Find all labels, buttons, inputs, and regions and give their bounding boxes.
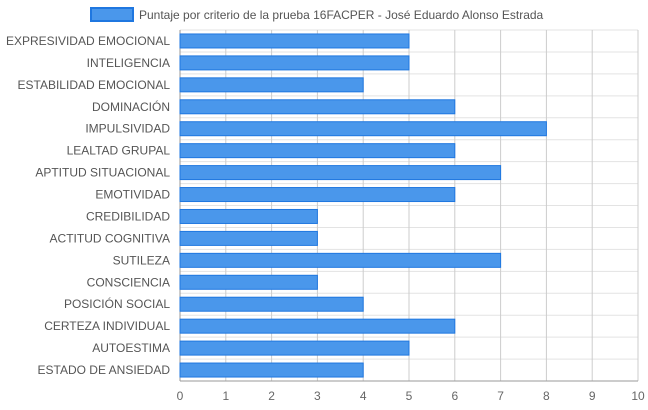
category-label: CREDIBILIDAD [86, 209, 170, 223]
category-label: IMPULSIVIDAD [85, 122, 170, 136]
x-tick-label: 10 [631, 389, 645, 403]
category-label: EMOTIVIDAD [95, 188, 170, 202]
category-label: DOMINACIÓN [92, 99, 170, 114]
bar[interactable] [179, 340, 410, 356]
bar[interactable] [179, 252, 502, 268]
category-label: CONSCIENCIA [87, 275, 170, 289]
x-tick-label: 7 [497, 389, 504, 403]
bar[interactable] [179, 121, 547, 137]
bar[interactable] [179, 318, 456, 334]
x-tick-label: 2 [268, 389, 275, 403]
x-tick-label: 5 [406, 389, 413, 403]
x-axis-ticks: 0 1 2 3 4 5 6 7 8 9 10 [177, 389, 645, 403]
legend-label: Puntaje por criterio de la prueba 16FACP… [139, 8, 544, 22]
bar[interactable] [179, 77, 364, 93]
category-label: LEALTAD GRUPAL [67, 144, 171, 158]
bar[interactable] [179, 55, 410, 71]
bar[interactable] [179, 187, 456, 203]
bar[interactable] [179, 99, 456, 115]
x-tick-label: 3 [314, 389, 321, 403]
x-tick-label: 0 [177, 389, 184, 403]
category-label: AUTOESTIMA [92, 341, 170, 355]
category-label: CERTEZA INDIVIDUAL [44, 319, 170, 333]
x-tick-label: 8 [543, 389, 550, 403]
category-label: APTITUD SITUACIONAL [35, 166, 170, 180]
category-label: POSICIÓN SOCIAL [64, 296, 170, 311]
category-label: SUTILEZA [113, 253, 170, 267]
legend[interactable]: Puntaje por criterio de la prueba 16FACP… [90, 7, 544, 22]
bar[interactable] [179, 296, 364, 312]
x-tick-label: 4 [360, 389, 367, 403]
bars [179, 33, 547, 378]
category-label: ACTITUD COGNITIVA [50, 231, 170, 245]
category-labels: EXPRESIVIDAD EMOCIONAL INTELIGENCIA ESTABI… [6, 34, 170, 377]
category-label: INTELIGENCIA [87, 56, 170, 70]
bar[interactable] [179, 165, 502, 181]
category-label: EXPRESIVIDAD EMOCIONAL [6, 34, 170, 48]
x-tick-label: 1 [222, 389, 229, 403]
bar[interactable] [179, 33, 410, 49]
bar[interactable] [179, 208, 318, 224]
bar[interactable] [179, 274, 318, 290]
x-tick-label: 9 [589, 389, 596, 403]
bar[interactable] [179, 362, 364, 378]
bar[interactable] [179, 230, 318, 246]
x-tick-label: 6 [451, 389, 458, 403]
legend-swatch [90, 7, 134, 22]
bar[interactable] [179, 143, 456, 159]
category-label: ESTADO DE ANSIEDAD [38, 363, 171, 377]
category-label: ESTABILIDAD EMOCIONAL [18, 78, 171, 92]
